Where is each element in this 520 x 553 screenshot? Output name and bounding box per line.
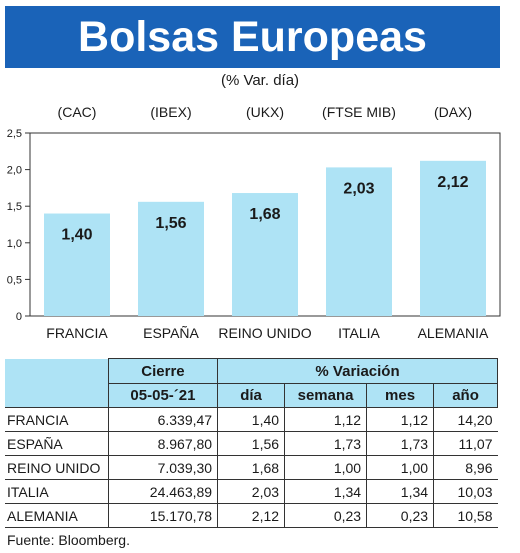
index-label: (CAC) (58, 104, 97, 120)
y-tick-label: 2,0 (7, 165, 22, 177)
table-row: ESPAÑA 8.967,80 1,56 1,73 1,73 11,07 (5, 431, 498, 456)
semana-cell: 0,23 (284, 503, 367, 528)
anio-cell: 10,03 (433, 479, 498, 504)
chart-subtitle: (% Var. día) (220, 72, 300, 89)
bar-value-label: 2,03 (343, 180, 374, 197)
semana-cell: 1,12 (284, 407, 367, 432)
header-anio: año (433, 383, 498, 408)
source-note: Fuente: Bloomberg. (7, 532, 130, 548)
y-tick-label: 0 (16, 311, 22, 323)
mes-cell: 0,23 (366, 503, 434, 528)
country-cell: REINO UNIDO (5, 455, 109, 480)
x-category-label: ALEMANIA (418, 325, 489, 341)
title-banner: Bolsas Europeas (5, 6, 500, 68)
table-row: ITALIA 24.463,89 2,03 1,34 1,34 10,03 (5, 479, 498, 504)
y-tick-label: 2,5 (7, 128, 22, 140)
index-label: (DAX) (434, 104, 472, 120)
index-label: (UKX) (246, 104, 284, 120)
bar-chart: 0 0,5 1,0 1,5 2,0 2,5 1,40 1,56 1,68 2,03 2,12 (C… (7, 104, 501, 341)
dia-cell: 2,12 (217, 503, 285, 528)
bar-value-label: 1,56 (155, 215, 186, 232)
table-corner (5, 358, 109, 384)
header-fecha: 05-05-´21 (107, 383, 219, 408)
bar-italia (326, 167, 392, 316)
table-row: ALEMANIA 15.170,78 2,12 0,23 0,23 10,58 (5, 503, 498, 528)
cierre-cell: 8.967,80 (107, 431, 218, 456)
x-category-label: ESPAÑA (143, 325, 199, 341)
x-category-label: ITALIA (338, 325, 380, 341)
bar-francia (44, 213, 110, 316)
anio-cell: 11,07 (433, 431, 498, 456)
y-tick-label: 1,5 (7, 201, 22, 213)
mes-cell: 1,34 (366, 479, 434, 504)
table-row: FRANCIA 6.339,47 1,40 1,12 1,12 14,20 (5, 407, 498, 432)
dia-cell: 1,40 (217, 407, 285, 432)
country-cell: ESPAÑA (5, 431, 109, 456)
header-dia: día (217, 383, 286, 408)
chart-title: Bolsas Europeas (78, 12, 427, 61)
table-corner-2 (5, 383, 109, 408)
bar-value-label: 1,40 (61, 227, 92, 244)
semana-cell: 1,34 (284, 479, 367, 504)
bar-alemania (420, 160, 486, 316)
bar-españa (138, 201, 204, 316)
header-mes: mes (366, 383, 435, 408)
dia-cell: 1,68 (217, 455, 285, 480)
header-cierre: Cierre (107, 358, 219, 384)
bar-value-label: 2,12 (437, 174, 468, 191)
mes-cell: 1,73 (366, 431, 434, 456)
country-cell: ALEMANIA (5, 503, 109, 528)
y-tick-label: 1,0 (7, 238, 22, 250)
country-cell: ITALIA (5, 479, 109, 504)
cierre-cell: 24.463,89 (107, 479, 218, 504)
header-semana: semana (284, 383, 368, 408)
mes-cell: 1,12 (366, 407, 434, 432)
bar-reino-unido (232, 193, 298, 316)
anio-cell: 14,20 (433, 407, 498, 432)
dia-cell: 1,56 (217, 431, 285, 456)
x-category-label: REINO UNIDO (218, 325, 311, 341)
semana-cell: 1,00 (284, 455, 367, 480)
index-label: (FTSE MIB) (322, 104, 396, 120)
anio-cell: 8,96 (433, 455, 498, 480)
cierre-cell: 6.339,47 (107, 407, 218, 432)
index-label: (IBEX) (150, 104, 191, 120)
semana-cell: 1,73 (284, 431, 367, 456)
header-variacion: % Variación (217, 358, 498, 384)
dia-cell: 2,03 (217, 479, 285, 504)
table-row: REINO UNIDO 7.039,30 1,68 1,00 1,00 8,96 (5, 455, 498, 480)
y-tick-label: 0,5 (7, 274, 22, 286)
country-cell: FRANCIA (5, 407, 109, 432)
x-category-label: FRANCIA (46, 325, 108, 341)
anio-cell: 10,58 (433, 503, 498, 528)
mes-cell: 1,00 (366, 455, 434, 480)
bar-value-label: 1,68 (249, 206, 280, 223)
cierre-cell: 7.039,30 (107, 455, 218, 480)
cierre-cell: 15.170,78 (107, 503, 218, 528)
market-table: Cierre % Variación 05-05-´21 día semana … (5, 358, 498, 528)
